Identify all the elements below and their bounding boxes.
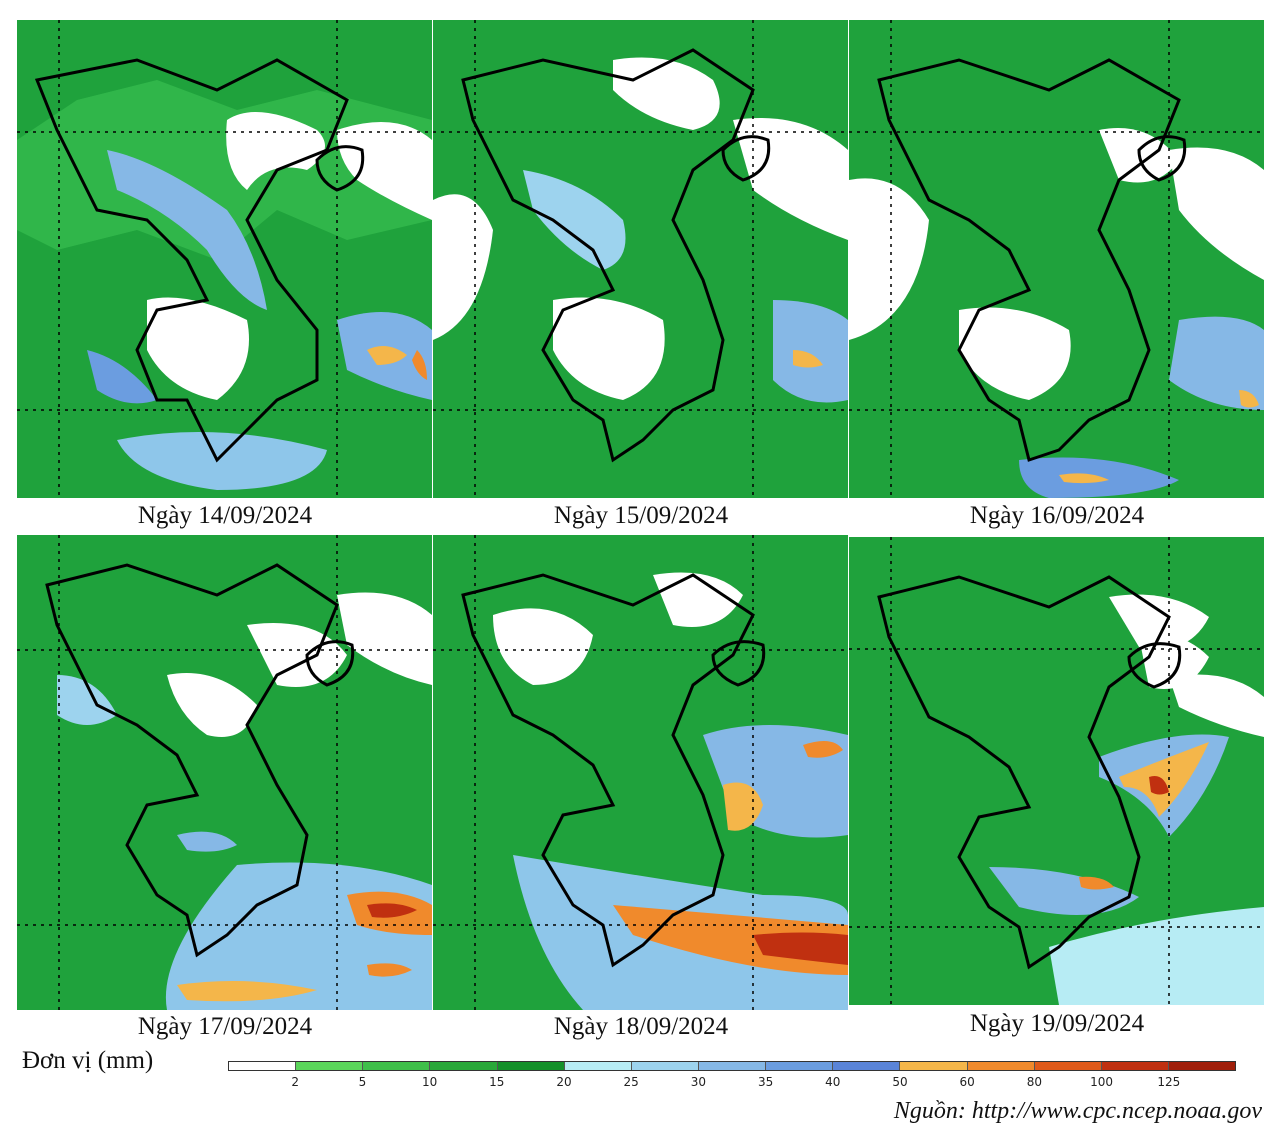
- map-panel-16-09: [849, 20, 1264, 498]
- caption-panel-6: Ngày 19/09/2024: [969, 1010, 1145, 1037]
- source-credit: Nguồn: http://www.cpc.ncep.noaa.gov: [893, 1098, 1262, 1124]
- legend-swatch-13: [1101, 1062, 1169, 1070]
- map-panel-18-09: [433, 535, 848, 1010]
- legend-swatch-11: [967, 1062, 1035, 1070]
- legend-tick-125: 125: [1157, 1075, 1181, 1089]
- legend-swatch-0: [229, 1062, 297, 1070]
- legend-swatch-9: [833, 1062, 901, 1070]
- legend-tick-25: 25: [623, 1075, 639, 1089]
- caption-panel-3: Ngày 16/09/2024: [969, 502, 1145, 529]
- legend-tick-60: 60: [959, 1075, 975, 1089]
- map-panel-14-09: [17, 20, 432, 498]
- legend-tick-2: 2: [291, 1075, 300, 1089]
- legend-tick-30: 30: [690, 1075, 707, 1089]
- legend-tick-15: 15: [489, 1075, 505, 1089]
- legend-tick-10: 10: [421, 1075, 438, 1089]
- legend-swatch-2: [363, 1062, 431, 1070]
- caption-panel-5: Ngày 18/09/2024: [553, 1013, 729, 1040]
- caption-panel-2: Ngày 15/09/2024: [553, 502, 729, 529]
- map-panel-19-09: [849, 537, 1264, 1005]
- map-panel-15-09: [433, 20, 848, 498]
- legend-tick-80: 80: [1026, 1075, 1043, 1089]
- legend-tick-100: 100: [1090, 1075, 1114, 1089]
- legend-tick-20: 20: [556, 1075, 572, 1089]
- legend-tick-40: 40: [825, 1075, 841, 1089]
- legend-swatch-7: [698, 1062, 767, 1070]
- map-panel-17-09: [17, 535, 432, 1010]
- legend-swatch-6: [631, 1062, 699, 1070]
- legend-tick-50: 50: [892, 1075, 908, 1089]
- caption-panel-4: Ngày 17/09/2024: [137, 1013, 313, 1040]
- legend-swatch-12: [1034, 1062, 1102, 1070]
- legend-tick-35: 35: [757, 1075, 774, 1089]
- legend-swatch-14: [1168, 1062, 1236, 1070]
- caption-panel-1: Ngày 14/09/2024: [137, 502, 313, 529]
- legend-tick-5: 5: [358, 1075, 367, 1089]
- legend-swatch-4: [497, 1062, 565, 1070]
- legend-swatch-3: [430, 1062, 498, 1070]
- legend-swatch-1: [296, 1062, 364, 1070]
- legend-color-bar: [228, 1061, 1236, 1071]
- legend-unit-label: Đơn vị (mm): [22, 1047, 154, 1074]
- legend-swatch-10: [900, 1062, 968, 1070]
- legend-swatch-5: [564, 1062, 632, 1070]
- legend-swatch-8: [766, 1062, 834, 1070]
